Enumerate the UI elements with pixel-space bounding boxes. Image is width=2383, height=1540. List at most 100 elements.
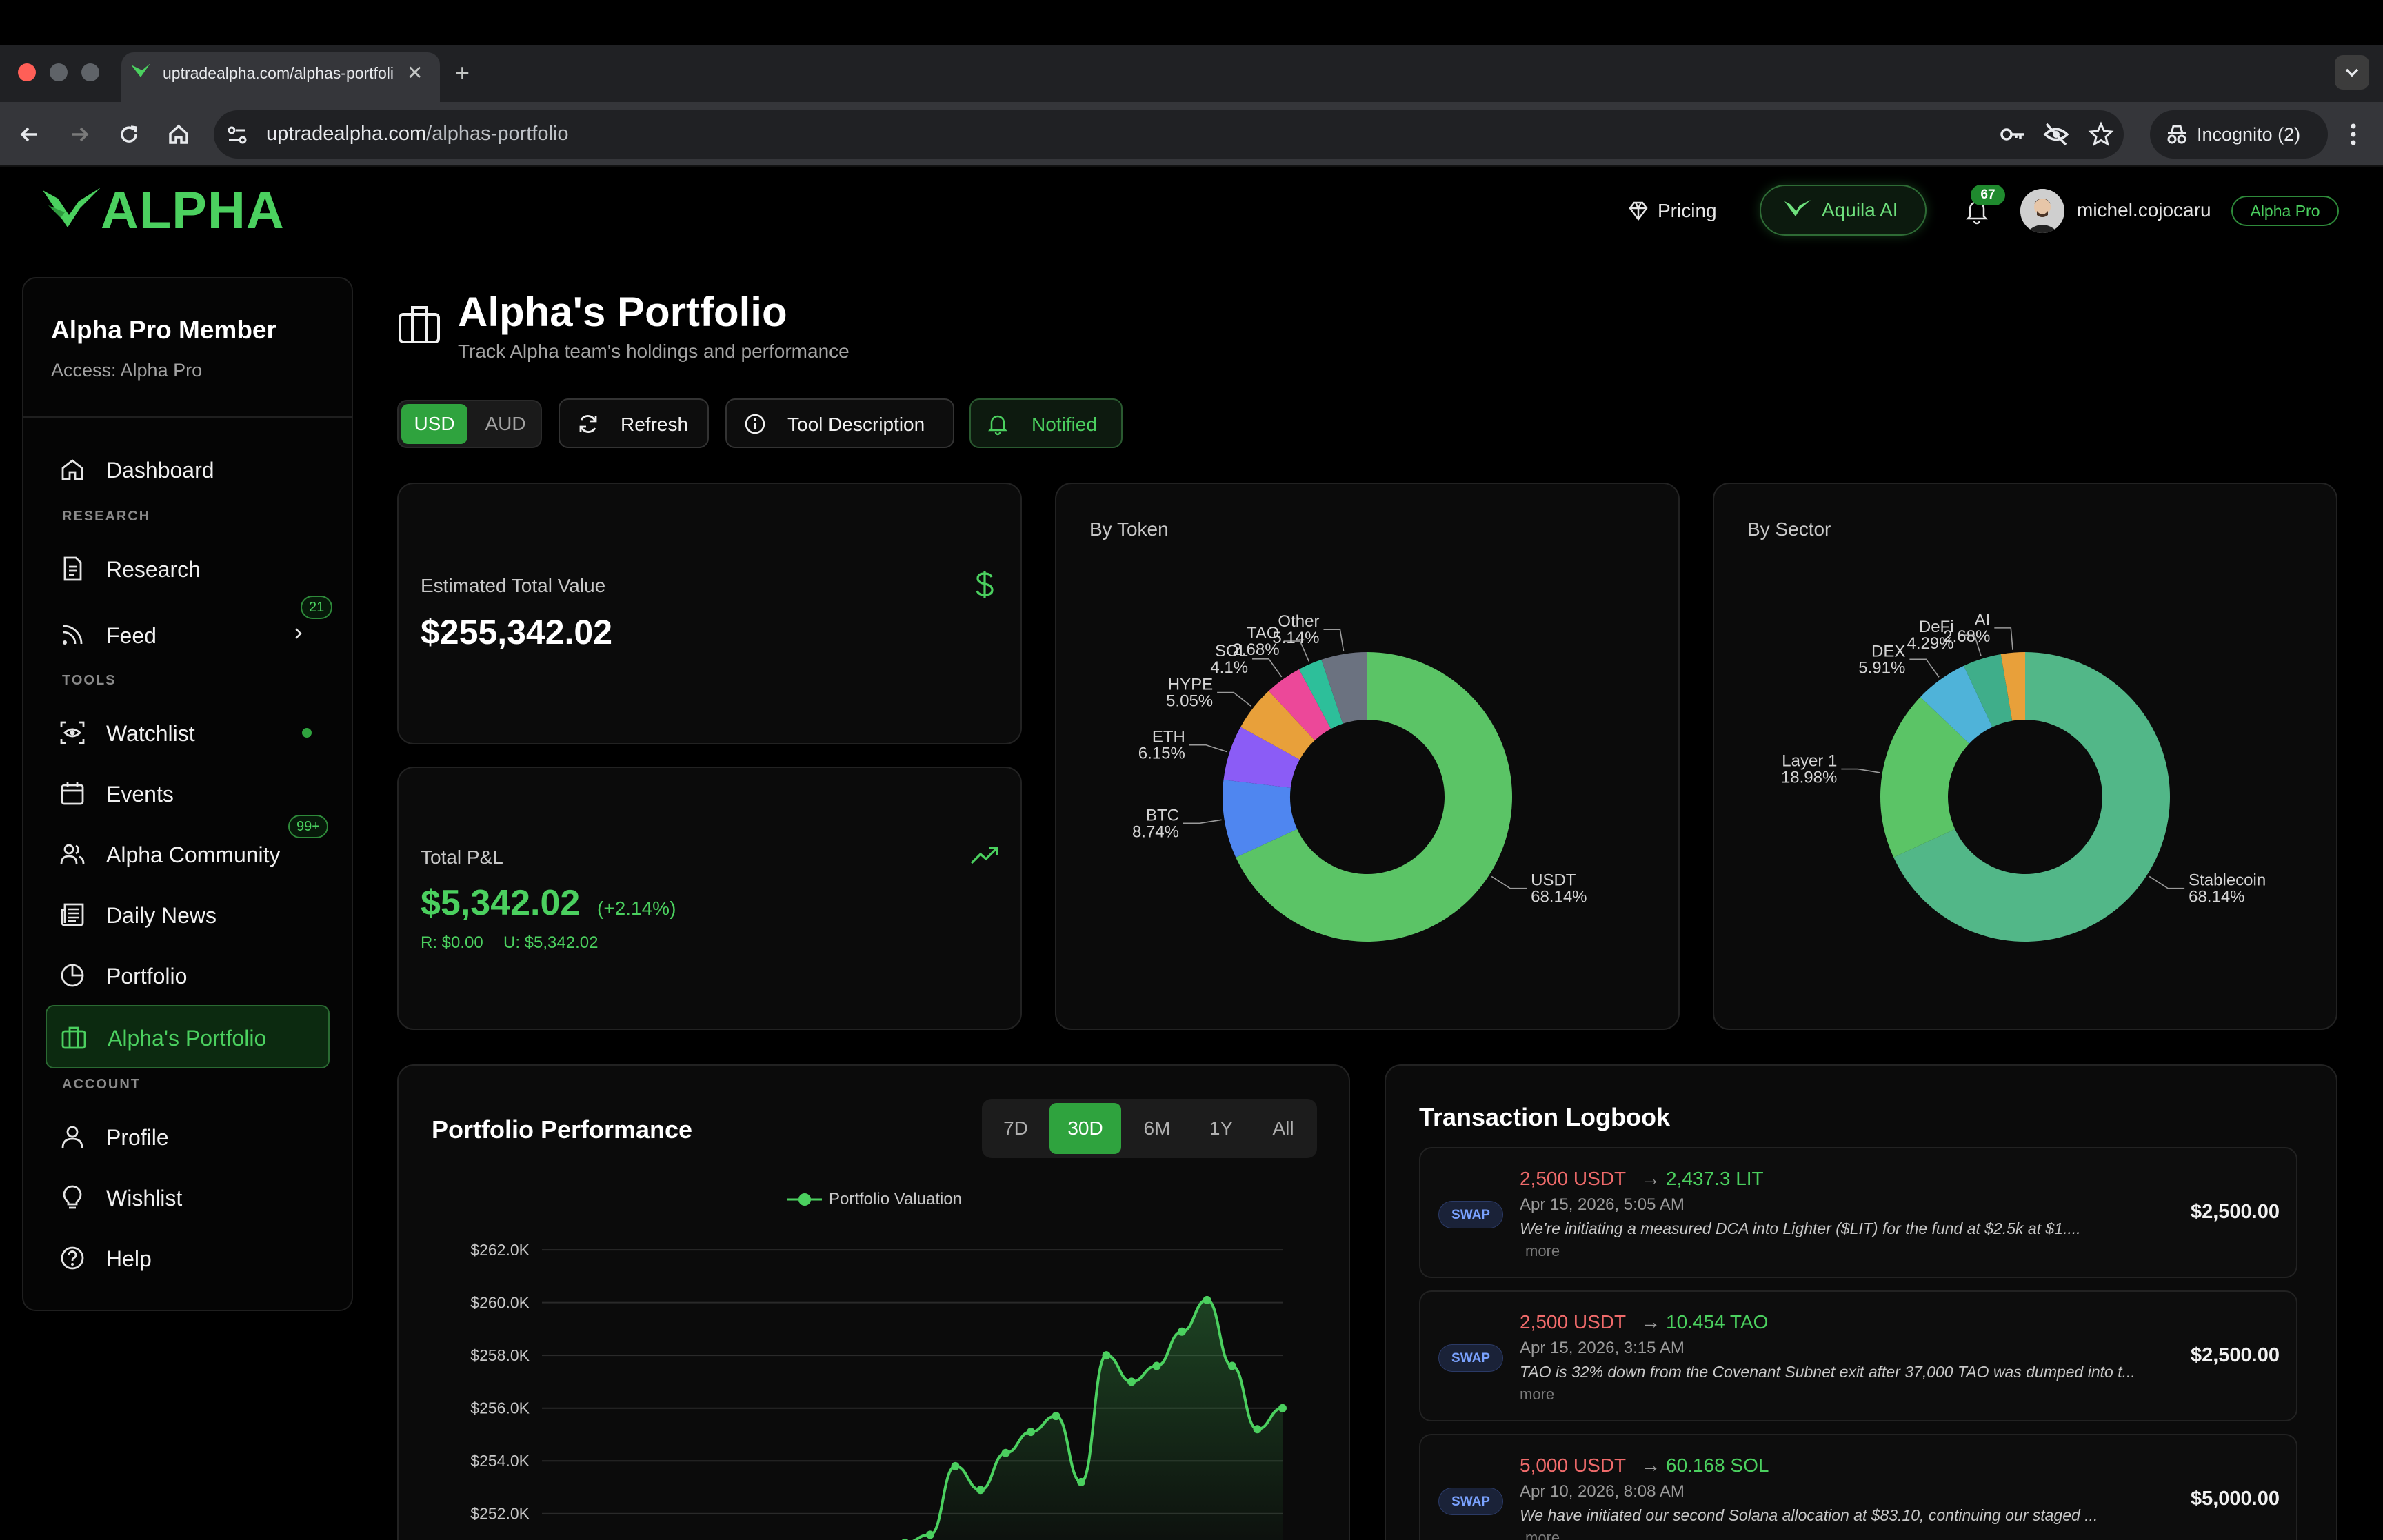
range-30d-button[interactable]: 30D [1049, 1103, 1121, 1154]
range-6m-button[interactable]: 6M [1143, 1117, 1171, 1139]
performance-point[interactable] [1027, 1428, 1035, 1437]
reload-icon[interactable] [116, 121, 142, 148]
password-key-icon[interactable] [1998, 121, 2027, 148]
token-slice-sol[interactable] [1269, 669, 1331, 740]
token-slice-usdt[interactable] [1236, 652, 1512, 942]
sidebar-item-alpha-community[interactable]: Alpha Community [46, 830, 330, 878]
sector-slice-dex[interactable] [1920, 665, 1993, 744]
log-entry[interactable]: SWAP 5,000 USDT → 60.168 SOL Apr 10, 202… [1419, 1434, 2297, 1540]
log-note-text: We're initiating a measured DCA into Lig… [1520, 1219, 2081, 1237]
forward-icon[interactable] [66, 121, 92, 148]
token-slice-btc[interactable] [1223, 780, 1298, 858]
token-slice-tao[interactable] [1298, 659, 1343, 729]
log-from: 2,500 USDT [1520, 1311, 1627, 1333]
browser-tab[interactable] [121, 52, 440, 102]
address-bar[interactable] [214, 110, 2124, 159]
tab-close-icon[interactable]: ✕ [407, 62, 423, 83]
bookmark-star-icon[interactable] [2088, 121, 2114, 148]
browser-menu-icon[interactable] [2343, 120, 2364, 149]
performance-point[interactable] [1278, 1404, 1287, 1412]
refresh-button[interactable]: Refresh [559, 398, 709, 448]
sidebar-item-feed[interactable]: Feed [46, 611, 330, 659]
sidebar-item-profile[interactable]: Profile [46, 1113, 330, 1161]
sidebar-item-label: Research [106, 557, 201, 582]
sector-slice-layer-1[interactable] [1880, 697, 1969, 858]
sector-leader-line [1994, 627, 2013, 650]
performance-point[interactable] [901, 1538, 909, 1540]
log-amount: $2,500.00 [2190, 1201, 2280, 1223]
sidebar-item-label: Feed [106, 623, 157, 648]
performance-point[interactable] [951, 1461, 960, 1470]
tool-description-label: Tool Description [787, 414, 925, 435]
performance-point[interactable] [1102, 1351, 1111, 1360]
address-url[interactable]: uptradealpha.com/alphas-portfolio [266, 123, 569, 145]
sidebar-item-watchlist[interactable]: Watchlist [46, 709, 330, 757]
token-leader-line [1283, 640, 1309, 662]
range-1y-button[interactable]: 1Y [1209, 1117, 1234, 1139]
diamond-icon[interactable] [1627, 200, 1649, 222]
sidebar-item-daily-news[interactable]: Daily News [46, 891, 330, 939]
swap-badge: SWAP [1438, 1488, 1503, 1515]
performance-point[interactable] [1253, 1425, 1262, 1434]
sidebar-item-events[interactable]: Events [46, 769, 330, 818]
log-entry[interactable]: SWAP 2,500 USDT → 2,437.3 LIT Apr 15, 20… [1419, 1147, 2297, 1278]
token-slice-hype[interactable] [1240, 691, 1315, 760]
tracking-protection-icon[interactable] [2042, 121, 2070, 148]
window-maximize-button[interactable] [81, 63, 99, 81]
log-entry[interactable]: SWAP 2,500 USDT → 10.454 TAO Apr 15, 202… [1419, 1290, 2297, 1421]
dollar-icon [974, 569, 996, 600]
back-icon[interactable] [17, 121, 43, 148]
pricing-link[interactable]: Pricing [1658, 200, 1717, 221]
performance-point[interactable] [976, 1486, 985, 1495]
sector-slice-ai[interactable] [2000, 652, 2025, 721]
tool-description-button[interactable]: Tool Description [725, 398, 954, 448]
sidebar-item-alphas-portfolio[interactable]: Alpha's Portfolio [46, 1005, 330, 1068]
sidebar-item-help[interactable]: Help [46, 1234, 330, 1282]
window-minimize-button[interactable] [50, 63, 68, 81]
performance-point[interactable] [1052, 1412, 1060, 1421]
avatar[interactable] [2020, 189, 2064, 233]
sidebar-item-dashboard[interactable]: Dashboard [46, 445, 330, 494]
range-all-button[interactable]: All [1272, 1117, 1294, 1139]
username[interactable]: michel.cojocaru [2077, 199, 2211, 221]
sector-leader-line [2149, 875, 2185, 889]
range-7d-button[interactable]: 7D [1003, 1117, 1028, 1139]
log-more-link[interactable]: more [1520, 1386, 1555, 1403]
new-tab-icon[interactable]: + [455, 59, 470, 87]
incognito-button[interactable] [2150, 110, 2328, 159]
currency-aud-button[interactable]: AUD [485, 413, 526, 434]
sector-slice-stablecoin[interactable] [1893, 652, 2170, 942]
alpha-logo-icon[interactable] [41, 185, 103, 233]
window-close-button[interactable] [18, 63, 36, 81]
performance-point[interactable] [1127, 1377, 1136, 1386]
aquila-ai-button[interactable] [1760, 185, 1927, 236]
plan-badge: Alpha Pro [2231, 196, 2339, 226]
sidebar-item-portfolio[interactable]: Portfolio [46, 951, 330, 1000]
performance-point[interactable] [1178, 1327, 1186, 1336]
log-more-link[interactable]: more [1525, 1529, 1560, 1540]
token-slice-other[interactable] [1321, 652, 1367, 724]
performance-point[interactable] [1001, 1448, 1010, 1457]
token-slice-percent: 2.68% [1233, 640, 1280, 659]
performance-point[interactable] [926, 1530, 934, 1539]
tab-search-button[interactable] [2335, 55, 2369, 90]
sidebar-item-research[interactable]: Research [46, 545, 330, 593]
notified-button[interactable]: Notified [969, 398, 1123, 448]
performance-point[interactable] [1228, 1361, 1236, 1370]
performance-point[interactable] [1152, 1361, 1161, 1370]
site-info-icon[interactable] [225, 123, 250, 148]
sector-slice-defi[interactable] [1963, 654, 2013, 727]
token-slice-eth[interactable] [1223, 727, 1300, 788]
log-note: TAO is 32% down from the Covenant Subnet… [1520, 1361, 2154, 1406]
performance-area [880, 1299, 1283, 1540]
performance-point[interactable] [1077, 1477, 1085, 1486]
tab-title: uptradealpha.com/alphas-portfolio [163, 64, 394, 82]
log-more-link[interactable]: more [1525, 1242, 1560, 1259]
home-button-icon[interactable] [165, 121, 192, 148]
sector-leader-line [1958, 634, 1982, 656]
total-pnl-value: $5,342.02 [421, 883, 581, 923]
logo-text[interactable]: ALPHA [101, 181, 285, 240]
currency-usd-button[interactable]: USD [401, 404, 467, 444]
sidebar-item-wishlist[interactable]: Wishlist [46, 1173, 330, 1222]
performance-point[interactable] [1203, 1295, 1211, 1304]
